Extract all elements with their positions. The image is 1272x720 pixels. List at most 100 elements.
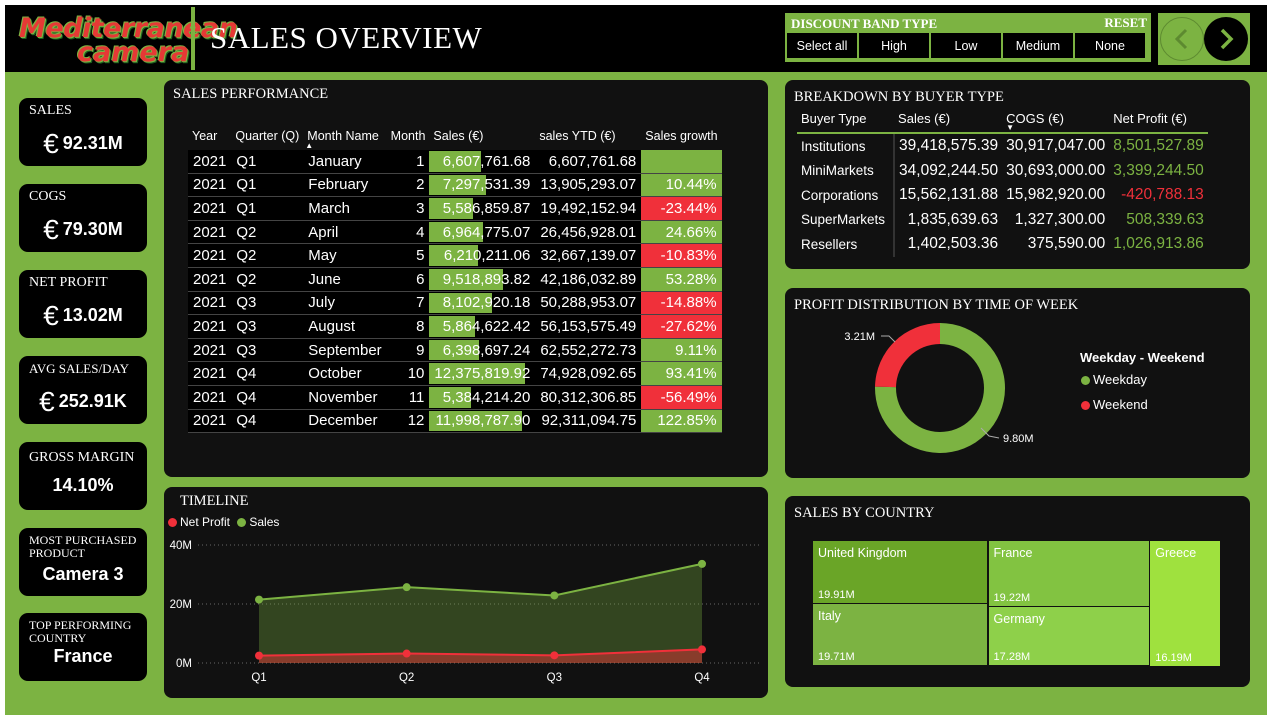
treemap-value: 19.71M xyxy=(818,651,855,664)
cell-sales-value: 12,375,819.92 xyxy=(434,365,531,383)
sales-databar xyxy=(429,410,523,432)
cell-buyer-cogs: 375,590.00 xyxy=(1027,235,1106,253)
cell-month-name: October xyxy=(303,361,387,386)
sales-databar xyxy=(429,221,484,243)
treemap-tile-germany[interactable]: Germany 17.28M xyxy=(988,607,1149,666)
cell-sales-ytd: 80,312,306.85 xyxy=(535,385,642,410)
column-header-sales[interactable]: Sales (€) xyxy=(433,129,484,143)
donut-slice-weekday[interactable] xyxy=(875,323,1005,453)
cell-sales-value: 9,518,893.82 xyxy=(442,270,531,288)
cell-sales-growth: 10.44% xyxy=(641,173,722,198)
cell-month: 3 xyxy=(386,196,430,221)
kpi-avg-sales-day: AVG SALES/DAY €252.91K xyxy=(19,356,147,424)
slicer-option-low[interactable]: Low xyxy=(931,33,1001,58)
cell-sales-growth: 122.85% xyxy=(641,409,722,434)
column-header-sales-ytd[interactable]: sales YTD (€) xyxy=(539,129,616,143)
column-header-buyer-sales[interactable]: Sales (€) xyxy=(894,104,1003,134)
table-row: 2021 Q3 September 9 6,398,697.24 62,552,272.7… xyxy=(188,338,722,363)
y-tick-label: 0M xyxy=(176,658,192,670)
cell-sales: 6,964,775.07 xyxy=(429,220,536,245)
profit-donut-chart: 9.80M 3.21M xyxy=(844,323,1034,453)
table-row: MiniMarkets 34,092,244.50 30,693,000.00 3,3… xyxy=(797,158,1208,183)
donut-slice-weekend[interactable] xyxy=(875,323,940,388)
point-net-profit[interactable] xyxy=(550,651,559,660)
cell-buyer-profit: 3,399,244.50 xyxy=(1113,161,1204,179)
cell-sales-ytd: 19,492,152.94 xyxy=(535,196,642,221)
cell-quarter: Q1 xyxy=(231,173,304,198)
point-sales[interactable] xyxy=(402,583,411,592)
cell-sales-value: 5,384,214.20 xyxy=(442,388,531,406)
column-header-sales-growth[interactable]: Sales growth xyxy=(645,129,718,143)
next-page-button[interactable] xyxy=(1204,17,1248,61)
point-sales[interactable] xyxy=(550,591,559,600)
cell-sales-value: 11,998,787.90 xyxy=(435,412,531,430)
column-header-quarter[interactable]: Quarter (Q) xyxy=(235,129,300,143)
kpi-sales: SALES €92.31M xyxy=(19,98,147,166)
cell-month: 10 xyxy=(386,361,430,386)
sales-performance-table: Year Quarter (Q) Month Name ▲ Month Sales… xyxy=(188,122,722,434)
cell-sales: 6,210,211.06 xyxy=(429,243,536,268)
cell-buyer-profit: 8,501,527.89 xyxy=(1113,137,1204,155)
cell-month: 9 xyxy=(386,338,430,363)
cell-year: 2021 xyxy=(188,220,232,245)
point-sales[interactable] xyxy=(255,595,263,604)
kpi-top-country-value: France xyxy=(53,646,113,666)
point-sales[interactable] xyxy=(698,559,706,568)
legend-dot-weekend xyxy=(1081,401,1090,411)
reset-button[interactable]: RESET xyxy=(1104,15,1147,30)
cell-month-name: June xyxy=(303,267,387,292)
column-header-year[interactable]: Year xyxy=(192,129,218,143)
cell-month-name: November xyxy=(303,385,387,410)
treemap-value: 19.22M xyxy=(993,591,1031,604)
slicer-option-medium[interactable]: Medium xyxy=(1003,33,1073,58)
legend-weekday: Weekday xyxy=(1093,372,1147,387)
cell-month: 2 xyxy=(386,173,430,198)
logo-line-1: Mediterranean xyxy=(19,13,238,44)
point-net-profit[interactable] xyxy=(698,645,706,654)
treemap-tile-greece[interactable]: Greece 16.19M xyxy=(1150,541,1221,666)
slicer-option-none[interactable]: None xyxy=(1075,33,1145,58)
column-header-buyer-cogs[interactable]: COGS (€) ▼ xyxy=(1002,104,1110,134)
dashboard: Mediterranean camera SALES OVERVIEW DISC… xyxy=(5,5,1267,715)
cell-sales: 9,518,893.82 xyxy=(429,267,536,292)
column-header-buyer-profit[interactable]: Net Profit (€) xyxy=(1109,104,1208,134)
cell-sales-value: 5,864,622.42 xyxy=(442,317,531,335)
cell-sales-growth: -10.83% xyxy=(641,243,722,268)
sales-databar xyxy=(429,174,486,196)
column-header-month[interactable]: Month xyxy=(390,129,426,143)
cell-sales-growth: 9.11% xyxy=(641,338,722,363)
cell-sales-value: 6,210,211.06 xyxy=(443,247,531,265)
company-logo: Mediterranean camera xyxy=(15,11,238,68)
column-header-buyer-type[interactable]: Buyer Type xyxy=(797,104,895,134)
treemap-tile-italy[interactable]: Italy 19.71M xyxy=(813,604,988,666)
chevron-right-icon xyxy=(1220,28,1234,50)
cell-sales-ytd: 62,552,272.73 xyxy=(535,338,642,363)
cell-month: 4 xyxy=(386,220,430,245)
sales-databar xyxy=(429,339,480,361)
previous-page-button[interactable] xyxy=(1160,17,1204,61)
cell-sales-growth: -27.62% xyxy=(641,314,722,339)
cell-quarter: Q4 xyxy=(231,385,304,410)
table-row: 2021 Q2 May 5 6,210,211.06 32,667,139.07 -10.8… xyxy=(188,243,722,268)
point-net-profit[interactable] xyxy=(402,649,411,658)
timeline-legend: Net Profit Sales xyxy=(168,515,279,529)
table-header-row: Year Quarter (Q) Month Name ▲ Month Sales… xyxy=(188,122,722,150)
treemap-name: Italy xyxy=(818,609,841,624)
table-row: Corporations 15,562,131.88 15,982,920.00 -4… xyxy=(797,183,1208,208)
point-net-profit[interactable] xyxy=(255,651,263,660)
cell-month-name: December xyxy=(303,409,387,434)
treemap-tile-united-kingdom[interactable]: United Kingdom 19.91M xyxy=(813,541,988,603)
sales-performance-title: SALES PERFORMANCE xyxy=(173,86,329,102)
column-header-month-name[interactable]: Month Name ▲ xyxy=(303,122,386,150)
treemap-tile-france[interactable]: France 19.22M xyxy=(988,541,1149,606)
sales-databar xyxy=(429,316,475,337)
table-row: Resellers 1,402,503.36 375,590.00 1,026,913… xyxy=(797,232,1208,257)
table-row: 2021 Q1 February 2 7,297,531.39 13,905,293.07… xyxy=(188,173,722,198)
cell-sales-ytd: 13,905,293.07 xyxy=(535,173,642,198)
slicer-option-select-all[interactable]: Select all xyxy=(787,33,857,58)
table-row: SuperMarkets 1,835,639.63 1,327,300.00 508,… xyxy=(797,207,1208,232)
treemap-name: United Kingdom xyxy=(818,546,907,560)
slicer-option-high[interactable]: High xyxy=(859,33,929,58)
donut-legend-weekend: Weekend xyxy=(1081,397,1148,412)
kpi-net-profit: NET PROFIT €13.02M xyxy=(19,270,147,338)
